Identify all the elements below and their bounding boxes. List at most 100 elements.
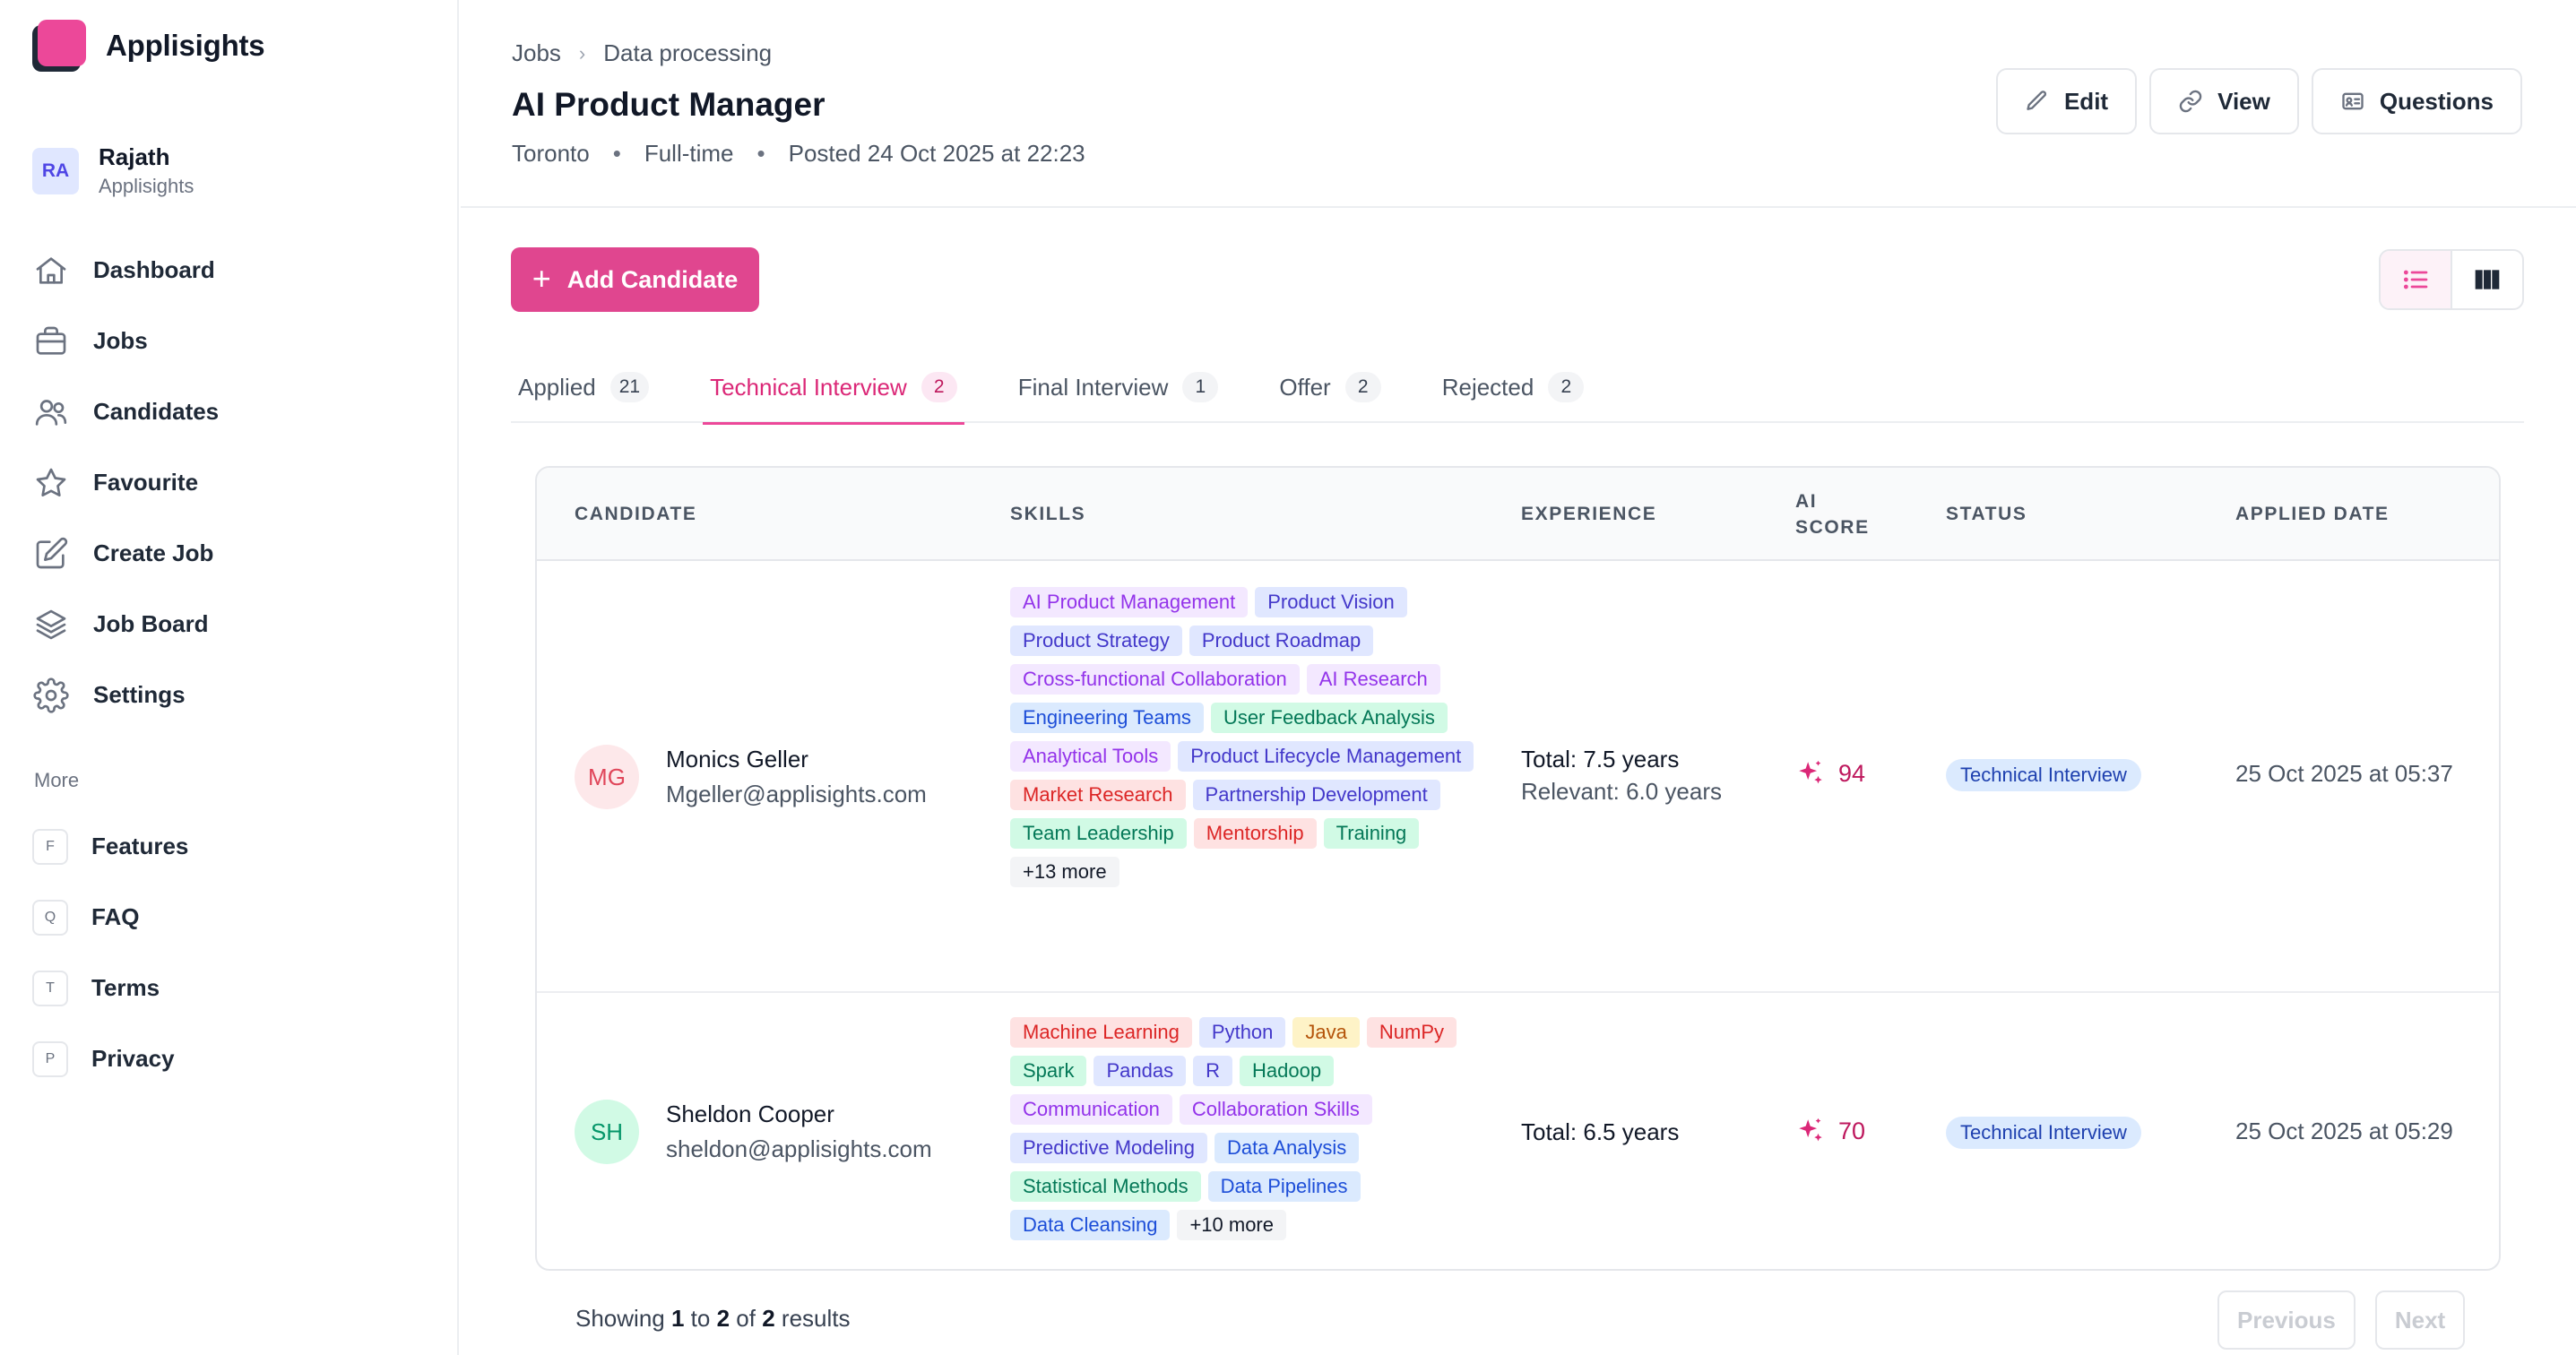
tab-count-badge: 2 bbox=[1548, 372, 1585, 402]
user-profile[interactable]: RA Rajath Applisights bbox=[32, 143, 194, 198]
sidebar-nav: Dashboard Jobs Candidates Favourite Crea… bbox=[32, 235, 427, 730]
candidate-cell[interactable]: SH Sheldon Cooper sheldon@applisights.co… bbox=[575, 1100, 932, 1164]
table-row[interactable]: SH Sheldon Cooper sheldon@applisights.co… bbox=[537, 993, 2499, 1269]
edit-button-label: Edit bbox=[2063, 87, 2109, 115]
tab-count-badge: 2 bbox=[1344, 372, 1381, 402]
status-badge: Technical Interview bbox=[1946, 1117, 2141, 1149]
skill-chip: Analytical Tools bbox=[1010, 741, 1171, 772]
layers-icon bbox=[32, 606, 70, 643]
breadcrumb-current[interactable]: Data processing bbox=[603, 39, 773, 66]
plus-icon: + bbox=[532, 259, 551, 297]
sidebar-item-label: Settings bbox=[93, 681, 186, 708]
experience-total: Total: 6.5 years bbox=[1521, 1118, 1680, 1145]
home-icon bbox=[32, 252, 70, 289]
column-header-applied-date[interactable]: APPLIED DATE bbox=[2235, 504, 2390, 525]
results-to: 2 bbox=[716, 1305, 730, 1332]
skill-chip: Product Lifecycle Management bbox=[1178, 741, 1474, 772]
next-button[interactable]: Next bbox=[2374, 1290, 2466, 1350]
sidebar-item-faq[interactable]: Q FAQ bbox=[32, 882, 427, 953]
skill-chip: R bbox=[1193, 1056, 1232, 1086]
letter-badge: F bbox=[32, 828, 68, 865]
sidebar-item-jobs[interactable]: Jobs bbox=[32, 306, 427, 376]
results-total: 2 bbox=[762, 1305, 775, 1332]
sidebar-item-settings[interactable]: Settings bbox=[32, 660, 427, 730]
results-text: Showing bbox=[575, 1305, 665, 1332]
skill-chip: User Feedback Analysis bbox=[1210, 703, 1448, 733]
skill-chip: Data Pipelines bbox=[1207, 1171, 1361, 1202]
results-summary: Showing 1 to 2 of 2 results bbox=[575, 1305, 851, 1333]
experience-total: Total: 7.5 years bbox=[1521, 746, 1680, 772]
sidebar-item-favourite[interactable]: Favourite bbox=[32, 447, 427, 518]
list-view-button[interactable] bbox=[2381, 251, 2452, 308]
skill-chip: Cross-functional Collaboration bbox=[1010, 664, 1300, 695]
users-icon bbox=[32, 393, 70, 431]
pagination: Previous Next bbox=[2217, 1290, 2466, 1350]
table-row[interactable]: MG Monics Geller Mgeller@applisights.com… bbox=[537, 561, 2499, 993]
column-header-ai-line1: AI bbox=[1795, 490, 1818, 512]
page-header: Jobs › Data processing AI Product Manage… bbox=[461, 0, 2576, 208]
edit-button[interactable]: Edit bbox=[1995, 68, 2138, 134]
skill-chip: Data Cleansing bbox=[1010, 1210, 1171, 1240]
column-header-status[interactable]: STATUS bbox=[1946, 504, 2027, 525]
sidebar-item-candidates[interactable]: Candidates bbox=[32, 376, 427, 447]
sidebar-item-create-job[interactable]: Create Job bbox=[32, 518, 427, 589]
column-header-ai-score[interactable]: AI SCORE bbox=[1795, 468, 1870, 561]
sidebar-item-label: Candidates bbox=[93, 398, 220, 425]
sidebar-item-dashboard[interactable]: Dashboard bbox=[32, 235, 427, 306]
board-view-button[interactable] bbox=[2452, 251, 2522, 308]
tab-applied[interactable]: Applied 21 bbox=[511, 351, 656, 423]
tab-offer[interactable]: Offer 2 bbox=[1272, 351, 1387, 423]
candidate-name[interactable]: Monics Geller bbox=[666, 746, 808, 772]
questions-button-label: Questions bbox=[2379, 87, 2494, 115]
gear-icon bbox=[32, 677, 70, 714]
tab-rejected[interactable]: Rejected 2 bbox=[1435, 351, 1592, 423]
view-button[interactable]: View bbox=[2149, 68, 2299, 134]
sidebar-item-job-board[interactable]: Job Board bbox=[32, 589, 427, 660]
link-icon bbox=[2179, 90, 2202, 113]
column-header-experience[interactable]: EXPERIENCE bbox=[1521, 504, 1657, 525]
tab-count-badge: 1 bbox=[1182, 372, 1219, 402]
skill-chip: Predictive Modeling bbox=[1010, 1133, 1207, 1163]
ai-score-cell: 94 bbox=[1795, 758, 1865, 789]
sidebar: Applisights RA Rajath Applisights Dashbo… bbox=[0, 0, 459, 1355]
sidebar-item-label: Features bbox=[91, 833, 189, 859]
add-candidate-button[interactable]: + Add Candidate bbox=[511, 247, 759, 312]
sparkles-icon bbox=[1799, 760, 1822, 784]
sidebar-item-label: Terms bbox=[91, 974, 160, 1001]
brand-logo-icon bbox=[32, 20, 86, 72]
sidebar-item-privacy[interactable]: P Privacy bbox=[32, 1023, 427, 1094]
tab-label: Offer bbox=[1279, 373, 1331, 401]
skill-chip: Product Roadmap bbox=[1189, 626, 1374, 656]
skill-chip: Engineering Teams bbox=[1010, 703, 1204, 733]
letter-badge: P bbox=[32, 1040, 68, 1077]
more-skills-chip[interactable]: +13 more bbox=[1010, 857, 1119, 887]
job-meta: Toronto • Full-time • Posted 24 Oct 2025… bbox=[512, 140, 1085, 168]
sidebar-item-label: Job Board bbox=[93, 610, 209, 637]
sidebar-item-features[interactable]: F Features bbox=[32, 811, 427, 882]
skill-chip: Team Leadership bbox=[1010, 818, 1187, 849]
candidate-cell[interactable]: MG Monics Geller Mgeller@applisights.com bbox=[575, 745, 927, 809]
list-icon bbox=[2403, 270, 2428, 289]
candidate-name[interactable]: Sheldon Cooper bbox=[666, 1100, 834, 1127]
avatar: MG bbox=[575, 745, 639, 809]
breadcrumb-jobs-link[interactable]: Jobs bbox=[512, 39, 561, 66]
questions-button[interactable]: Questions bbox=[2311, 68, 2522, 134]
brand[interactable]: Applisights bbox=[32, 20, 265, 72]
tab-technical-interview[interactable]: Technical Interview 2 bbox=[703, 351, 964, 425]
skill-chip: Product Vision bbox=[1255, 587, 1407, 617]
briefcase-icon bbox=[32, 323, 70, 360]
skill-chip: Hadoop bbox=[1240, 1056, 1335, 1086]
candidate-email: sheldon@applisights.com bbox=[666, 1135, 932, 1162]
skill-chip: Partnership Development bbox=[1192, 780, 1440, 810]
view-button-label: View bbox=[2217, 87, 2270, 115]
tab-count-badge: 2 bbox=[921, 372, 957, 402]
breadcrumb: Jobs › Data processing bbox=[512, 39, 772, 67]
previous-button[interactable]: Previous bbox=[2217, 1290, 2356, 1350]
skills-list: AI Product Management Product Vision Pro… bbox=[1010, 587, 1476, 887]
sidebar-item-terms[interactable]: T Terms bbox=[32, 953, 427, 1023]
more-skills-chip[interactable]: +10 more bbox=[1177, 1210, 1286, 1240]
tab-final-interview[interactable]: Final Interview 1 bbox=[1011, 351, 1226, 423]
column-header-candidate[interactable]: CANDIDATE bbox=[575, 504, 697, 525]
letter-badge: T bbox=[32, 970, 68, 1006]
ai-score-value: 94 bbox=[1838, 759, 1866, 787]
